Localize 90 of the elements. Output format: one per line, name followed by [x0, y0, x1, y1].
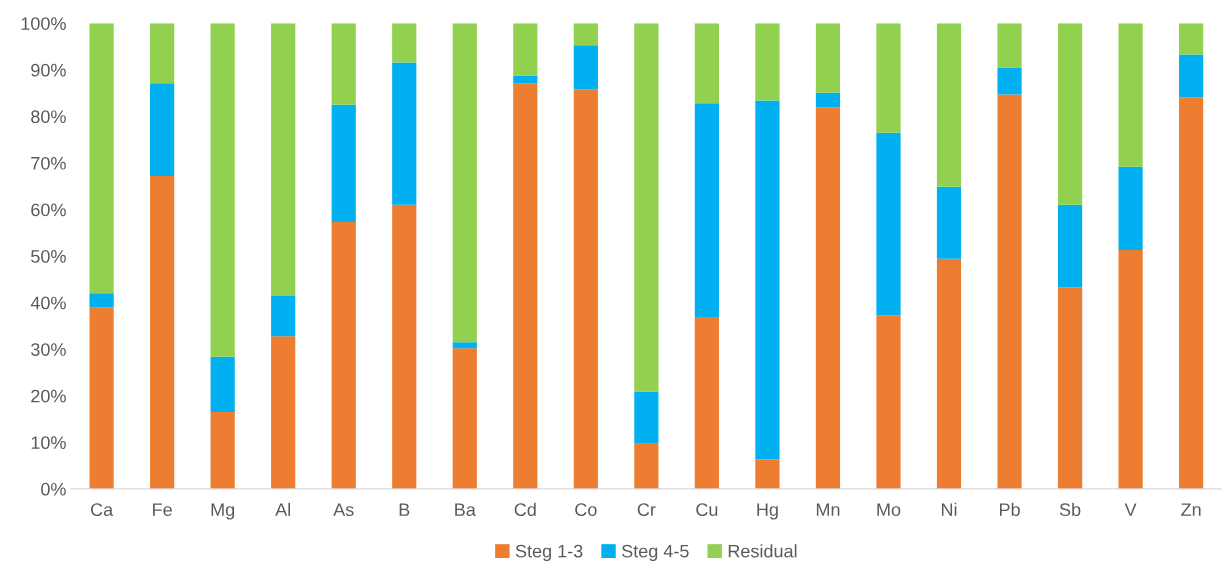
y-tick-label: 70% [31, 156, 66, 170]
bar [150, 176, 175, 489]
x-tick-label: Cd [514, 502, 536, 517]
x-tick-label: Cr [637, 503, 656, 517]
bar [997, 23, 1022, 68]
bar [1179, 23, 1204, 55]
bar [1057, 287, 1083, 489]
bar [452, 342, 477, 349]
bar [694, 23, 719, 104]
x-tick-label: Sb [1059, 502, 1081, 517]
bar [1057, 204, 1083, 288]
bar [89, 307, 114, 489]
bar [210, 356, 235, 413]
x-tick-label: Al [275, 502, 291, 516]
bar [210, 412, 235, 489]
bar [573, 89, 598, 489]
x-tick-label: Co [575, 503, 597, 517]
bar [755, 100, 780, 460]
bar [452, 348, 477, 489]
bar [997, 67, 1022, 95]
bar [392, 62, 417, 205]
y-tick-label: 10% [31, 436, 66, 450]
y-tick-label: 40% [30, 296, 66, 310]
y-tick-label: 50% [31, 250, 66, 263]
bar [815, 107, 841, 489]
x-tick-label: Mo [877, 503, 901, 517]
bar [997, 94, 1022, 489]
bar [392, 23, 417, 63]
bar [876, 315, 901, 489]
bar [513, 23, 538, 76]
y-tick-label: 60% [31, 203, 66, 217]
bar [936, 186, 962, 259]
bar [876, 132, 901, 316]
bar [573, 23, 598, 46]
bar [573, 45, 598, 90]
bar [150, 23, 175, 84]
x-tick-label: Fe [153, 503, 172, 517]
y-tick-label: 90% [31, 63, 66, 77]
x-tick-label: Ca [90, 503, 114, 517]
y-tick-label: 0% [41, 482, 66, 496]
bar [452, 23, 477, 343]
bar [331, 222, 356, 489]
bar [755, 459, 780, 489]
legend-label: Steg 1-3 [515, 544, 583, 562]
bar [694, 103, 719, 318]
y-tick-label: 80% [31, 110, 66, 124]
x-tick-label: As [333, 503, 354, 517]
bar [936, 23, 962, 187]
bar [271, 336, 296, 489]
bar [1118, 166, 1143, 251]
bar [1179, 97, 1204, 489]
bar [513, 75, 538, 84]
bar [815, 23, 841, 93]
x-tick-label: Ba [455, 503, 476, 517]
x-tick-label: Hg [757, 503, 778, 520]
bar [271, 23, 296, 297]
bar [1179, 54, 1204, 98]
x-tick-label: Ni [941, 502, 957, 516]
y-tick-label: 100% [21, 17, 66, 30]
bar [392, 204, 417, 489]
bar [89, 293, 114, 308]
bar [210, 23, 235, 357]
x-tick-label: Mg [211, 503, 235, 520]
bar [150, 83, 175, 176]
bar [815, 92, 841, 108]
legend-label: Steg 4-5 [621, 544, 689, 562]
x-tick-label: V [1124, 503, 1137, 516]
x-tick-label: Mn [816, 503, 840, 516]
bar [1057, 23, 1083, 205]
x-tick-label: B [399, 503, 410, 516]
y-tick-label: 20% [31, 389, 66, 403]
bar [1118, 250, 1143, 489]
legend-label: Residual [728, 544, 797, 558]
bar [694, 317, 719, 489]
bar [634, 23, 659, 392]
bar [331, 23, 356, 105]
bar [271, 296, 296, 337]
bar [876, 23, 901, 133]
x-tick-label: Cu [696, 503, 718, 517]
x-tick-label: Pb [999, 502, 1020, 517]
bar [89, 23, 114, 294]
y-tick-label: 30% [31, 343, 66, 356]
bar [634, 391, 659, 444]
bar [634, 443, 659, 489]
bar [513, 83, 538, 489]
bar [936, 258, 962, 489]
bar [1118, 23, 1143, 167]
x-tick-label: Zn [1181, 503, 1201, 516]
bar [755, 23, 780, 101]
bar [331, 104, 356, 223]
